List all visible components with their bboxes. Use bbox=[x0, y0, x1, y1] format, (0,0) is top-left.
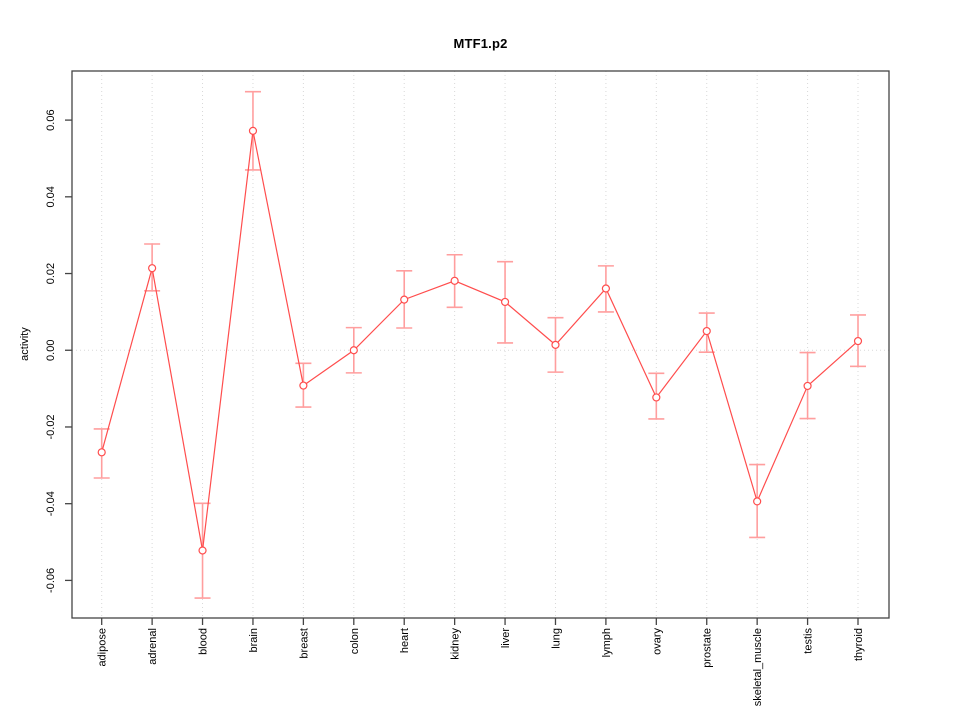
y-tick-label: -0.04 bbox=[45, 491, 57, 516]
x-tick-label: adrenal bbox=[147, 628, 159, 665]
x-tick-label: blood bbox=[198, 628, 210, 655]
data-point-marker bbox=[299, 381, 308, 390]
data-point-marker bbox=[803, 381, 812, 391]
data-point-marker bbox=[853, 336, 863, 346]
x-tick-label: colon bbox=[349, 628, 361, 654]
data-point-marker bbox=[551, 340, 560, 349]
x-tick-label: lymph bbox=[601, 628, 613, 657]
series-line bbox=[101, 130, 859, 551]
x-tick-label: kidney bbox=[450, 628, 462, 660]
x-tick-label: lung bbox=[550, 628, 562, 649]
data-point-marker bbox=[702, 326, 711, 336]
x-tick-label: breast bbox=[298, 628, 310, 659]
data-point-marker bbox=[500, 297, 510, 307]
data-point-marker bbox=[248, 126, 258, 135]
data-point-marker bbox=[400, 295, 409, 304]
y-tick-label: -0.06 bbox=[45, 568, 57, 593]
data-point-marker bbox=[198, 546, 207, 555]
plot-title: MTF1.p2 bbox=[453, 36, 508, 51]
data-point-marker bbox=[148, 264, 157, 273]
y-tick-label: 0.04 bbox=[45, 186, 57, 207]
x-tick-label: brain bbox=[248, 628, 260, 652]
data-point-marker bbox=[753, 497, 762, 506]
x-tick-label: adipose bbox=[97, 628, 109, 667]
x-tick-label: ovary bbox=[651, 628, 663, 655]
x-tick-label: prostate bbox=[702, 628, 714, 668]
x-tick-label: heart bbox=[399, 628, 411, 653]
data-point-marker bbox=[601, 284, 611, 293]
y-tick-label: 0.06 bbox=[45, 109, 57, 130]
data-point-marker bbox=[450, 276, 459, 285]
data-point-marker bbox=[97, 448, 106, 457]
x-tick-label: testis bbox=[803, 628, 815, 654]
data-point-marker bbox=[349, 346, 358, 355]
y-tick-label: -0.02 bbox=[45, 414, 57, 439]
x-tick-label: thyroid bbox=[853, 628, 865, 661]
plot-border bbox=[71, 70, 890, 619]
y-tick-label: 0.02 bbox=[45, 263, 57, 284]
x-tick-label: liver bbox=[500, 628, 512, 649]
x-tick-label: skeletal_muscle bbox=[752, 628, 764, 706]
y-tick-label: 0.00 bbox=[45, 340, 57, 361]
data-point-marker bbox=[652, 393, 661, 402]
